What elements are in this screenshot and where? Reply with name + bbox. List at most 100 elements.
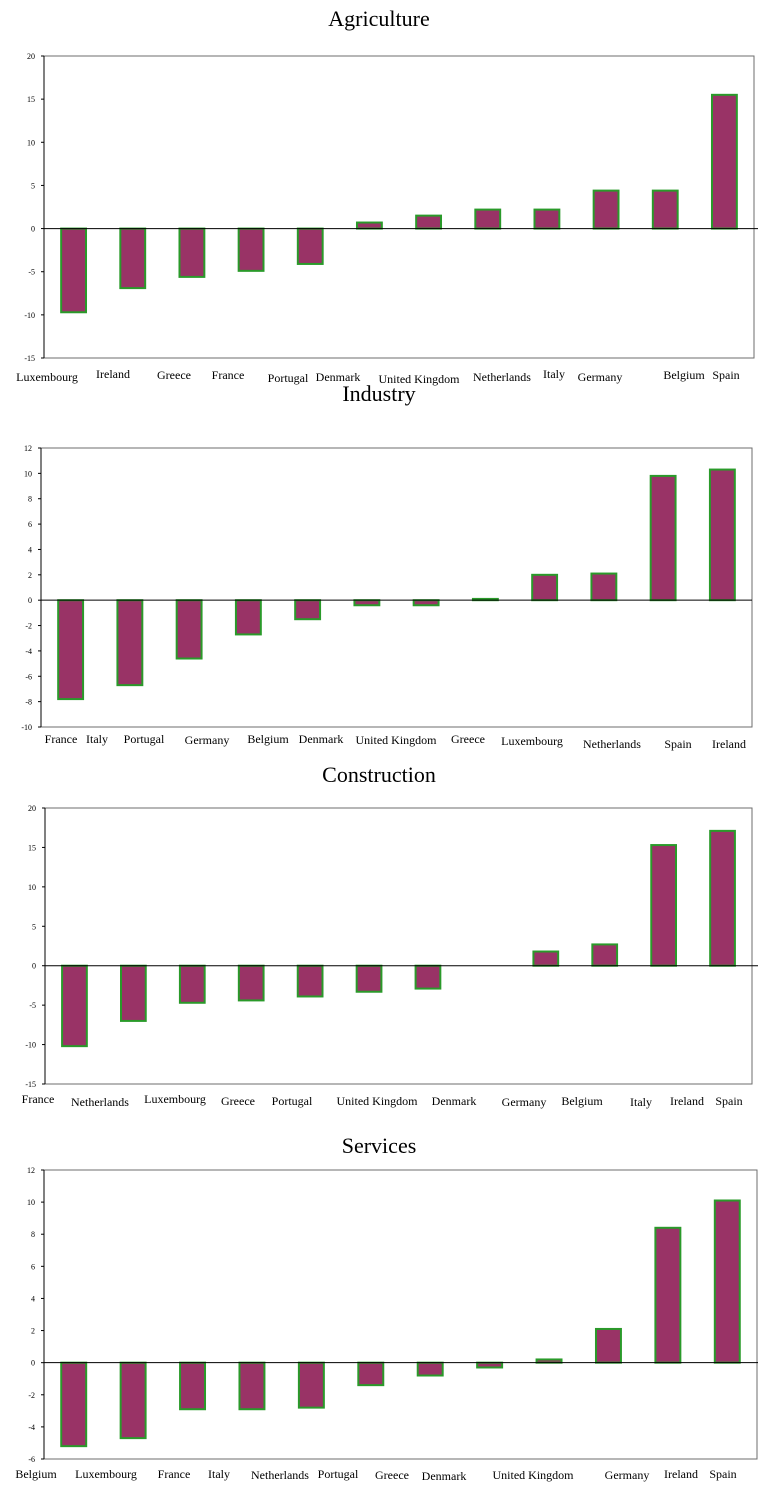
bar bbox=[651, 189, 679, 230]
bar bbox=[60, 1361, 88, 1448]
y-tick-label: 20 bbox=[28, 804, 36, 813]
y-tick-label: 4 bbox=[28, 545, 32, 554]
x-tick-label: Luxembourg bbox=[16, 370, 78, 384]
y-tick-label: -5 bbox=[28, 268, 35, 277]
x-tick-label: Portugal bbox=[124, 732, 165, 746]
y-tick-label: 0 bbox=[31, 225, 35, 234]
bar bbox=[297, 1361, 325, 1409]
x-tick-label: Ireland bbox=[96, 367, 130, 381]
x-tick-label: France bbox=[212, 368, 245, 382]
y-tick-label: 5 bbox=[32, 922, 36, 931]
y-tick-label: 0 bbox=[32, 962, 36, 971]
x-tick-label: Portugal bbox=[268, 371, 309, 385]
x-tick-label: United Kingdom bbox=[337, 1094, 419, 1108]
bar bbox=[594, 1327, 622, 1364]
y-tick-label: 12 bbox=[27, 1166, 35, 1175]
bar bbox=[476, 1361, 504, 1369]
x-tick-label: United Kingdom bbox=[493, 1468, 575, 1482]
y-tick-label: -10 bbox=[24, 311, 35, 320]
bar bbox=[591, 943, 619, 967]
bar bbox=[713, 1199, 741, 1364]
bar bbox=[531, 573, 559, 602]
bar bbox=[178, 227, 206, 278]
x-tick-label: Ireland bbox=[670, 1094, 704, 1108]
bar bbox=[709, 829, 736, 967]
x-tick-label: Netherlands bbox=[473, 370, 531, 384]
x-tick-label: Denmark bbox=[316, 370, 361, 384]
x-tick-label: United Kingdom bbox=[356, 733, 438, 747]
bar bbox=[710, 93, 738, 230]
x-tick-label: Ireland bbox=[664, 1467, 698, 1481]
x-tick-label: Greece bbox=[451, 732, 485, 746]
y-tick-label: -10 bbox=[25, 1041, 36, 1050]
y-tick-label: 0 bbox=[31, 1359, 35, 1368]
x-tick-label: Germany bbox=[578, 370, 623, 384]
bar bbox=[590, 572, 618, 602]
plot-frame bbox=[44, 807, 753, 1085]
x-tick-label: Greece bbox=[375, 1468, 409, 1482]
y-tick-label: -6 bbox=[28, 1455, 35, 1464]
x-tick-label: Belgium bbox=[247, 732, 289, 746]
x-tick-label: Denmark bbox=[422, 1469, 467, 1483]
y-tick-label: 15 bbox=[28, 843, 36, 852]
bar bbox=[649, 474, 677, 602]
bar bbox=[237, 227, 265, 272]
y-tick-label: 6 bbox=[31, 1262, 35, 1271]
bar bbox=[57, 599, 85, 701]
x-tick-label: Luxembourg bbox=[501, 734, 563, 748]
bar bbox=[532, 950, 560, 967]
x-tick-label: Germany bbox=[605, 1468, 650, 1482]
x-tick-label: Belgium bbox=[15, 1467, 57, 1481]
x-tick-label: France bbox=[45, 732, 78, 746]
x-tick-label: Italy bbox=[543, 367, 565, 381]
y-tick-label: 6 bbox=[28, 520, 32, 529]
chart-title: Services bbox=[341, 1133, 417, 1158]
bar bbox=[357, 1361, 385, 1387]
x-tick-label: France bbox=[22, 1092, 55, 1106]
y-tick-label: -2 bbox=[28, 1391, 35, 1400]
y-tick-label: -4 bbox=[25, 647, 32, 656]
chart-svg-construction: 20 15 10 5 0 -5 -10 -15 France Netherlands Luxembo… bbox=[22, 804, 758, 1109]
x-tick-label: Italy bbox=[86, 732, 108, 746]
y-tick-label: 20 bbox=[27, 52, 35, 61]
x-tick-label: Netherlands bbox=[251, 1468, 309, 1482]
bar bbox=[533, 208, 561, 230]
bar bbox=[416, 1361, 444, 1377]
bar bbox=[234, 599, 262, 636]
x-tick-label: United Kingdom bbox=[379, 372, 461, 386]
bar bbox=[294, 599, 322, 621]
chart-panel-industry: Industry 12 10 8 6 4 2 0 -2 -4 -6 -8 -10 France Italy… bbox=[0, 381, 758, 754]
x-tick-label: Portugal bbox=[272, 1094, 313, 1108]
y-tick-label: 15 bbox=[27, 95, 35, 104]
x-tick-label: Greece bbox=[157, 368, 191, 382]
bar bbox=[120, 964, 147, 1022]
bar bbox=[592, 189, 620, 230]
x-tick-label: Denmark bbox=[299, 732, 344, 746]
x-tick-label: Luxembourg bbox=[75, 1467, 137, 1481]
x-tick-label: Netherlands bbox=[71, 1095, 129, 1109]
x-tick-label: Luxembourg bbox=[144, 1092, 206, 1106]
bar bbox=[353, 599, 381, 607]
chart-title: Industry bbox=[342, 381, 416, 406]
bar bbox=[61, 964, 88, 1048]
y-tick-label: 12 bbox=[24, 444, 32, 453]
y-tick-label: -5 bbox=[29, 1001, 36, 1010]
y-tick-label: 10 bbox=[28, 883, 36, 892]
bar bbox=[116, 599, 144, 687]
x-tick-label: Italy bbox=[630, 1095, 652, 1109]
x-tick-label: Germany bbox=[185, 733, 230, 747]
y-tick-label: -6 bbox=[25, 672, 32, 681]
chart-svg-services: 12 10 8 6 4 2 0 -2 -4 -6 Belgium Luxembourg France It… bbox=[15, 1166, 758, 1483]
y-tick-label: 4 bbox=[31, 1294, 35, 1303]
bar bbox=[654, 1226, 682, 1364]
bar bbox=[414, 964, 442, 990]
y-tick-label: -15 bbox=[25, 1080, 36, 1089]
x-tick-label: Ireland bbox=[712, 737, 746, 751]
bar bbox=[179, 1361, 207, 1411]
chart-panel-construction: Construction 20 15 10 5 0 -5 -10 -15 France Nethe… bbox=[0, 754, 758, 1124]
bar bbox=[296, 227, 324, 265]
y-tick-label: 2 bbox=[31, 1327, 35, 1336]
y-tick-label: 5 bbox=[31, 181, 35, 190]
x-tick-label: France bbox=[158, 1467, 191, 1481]
bar bbox=[355, 964, 383, 993]
